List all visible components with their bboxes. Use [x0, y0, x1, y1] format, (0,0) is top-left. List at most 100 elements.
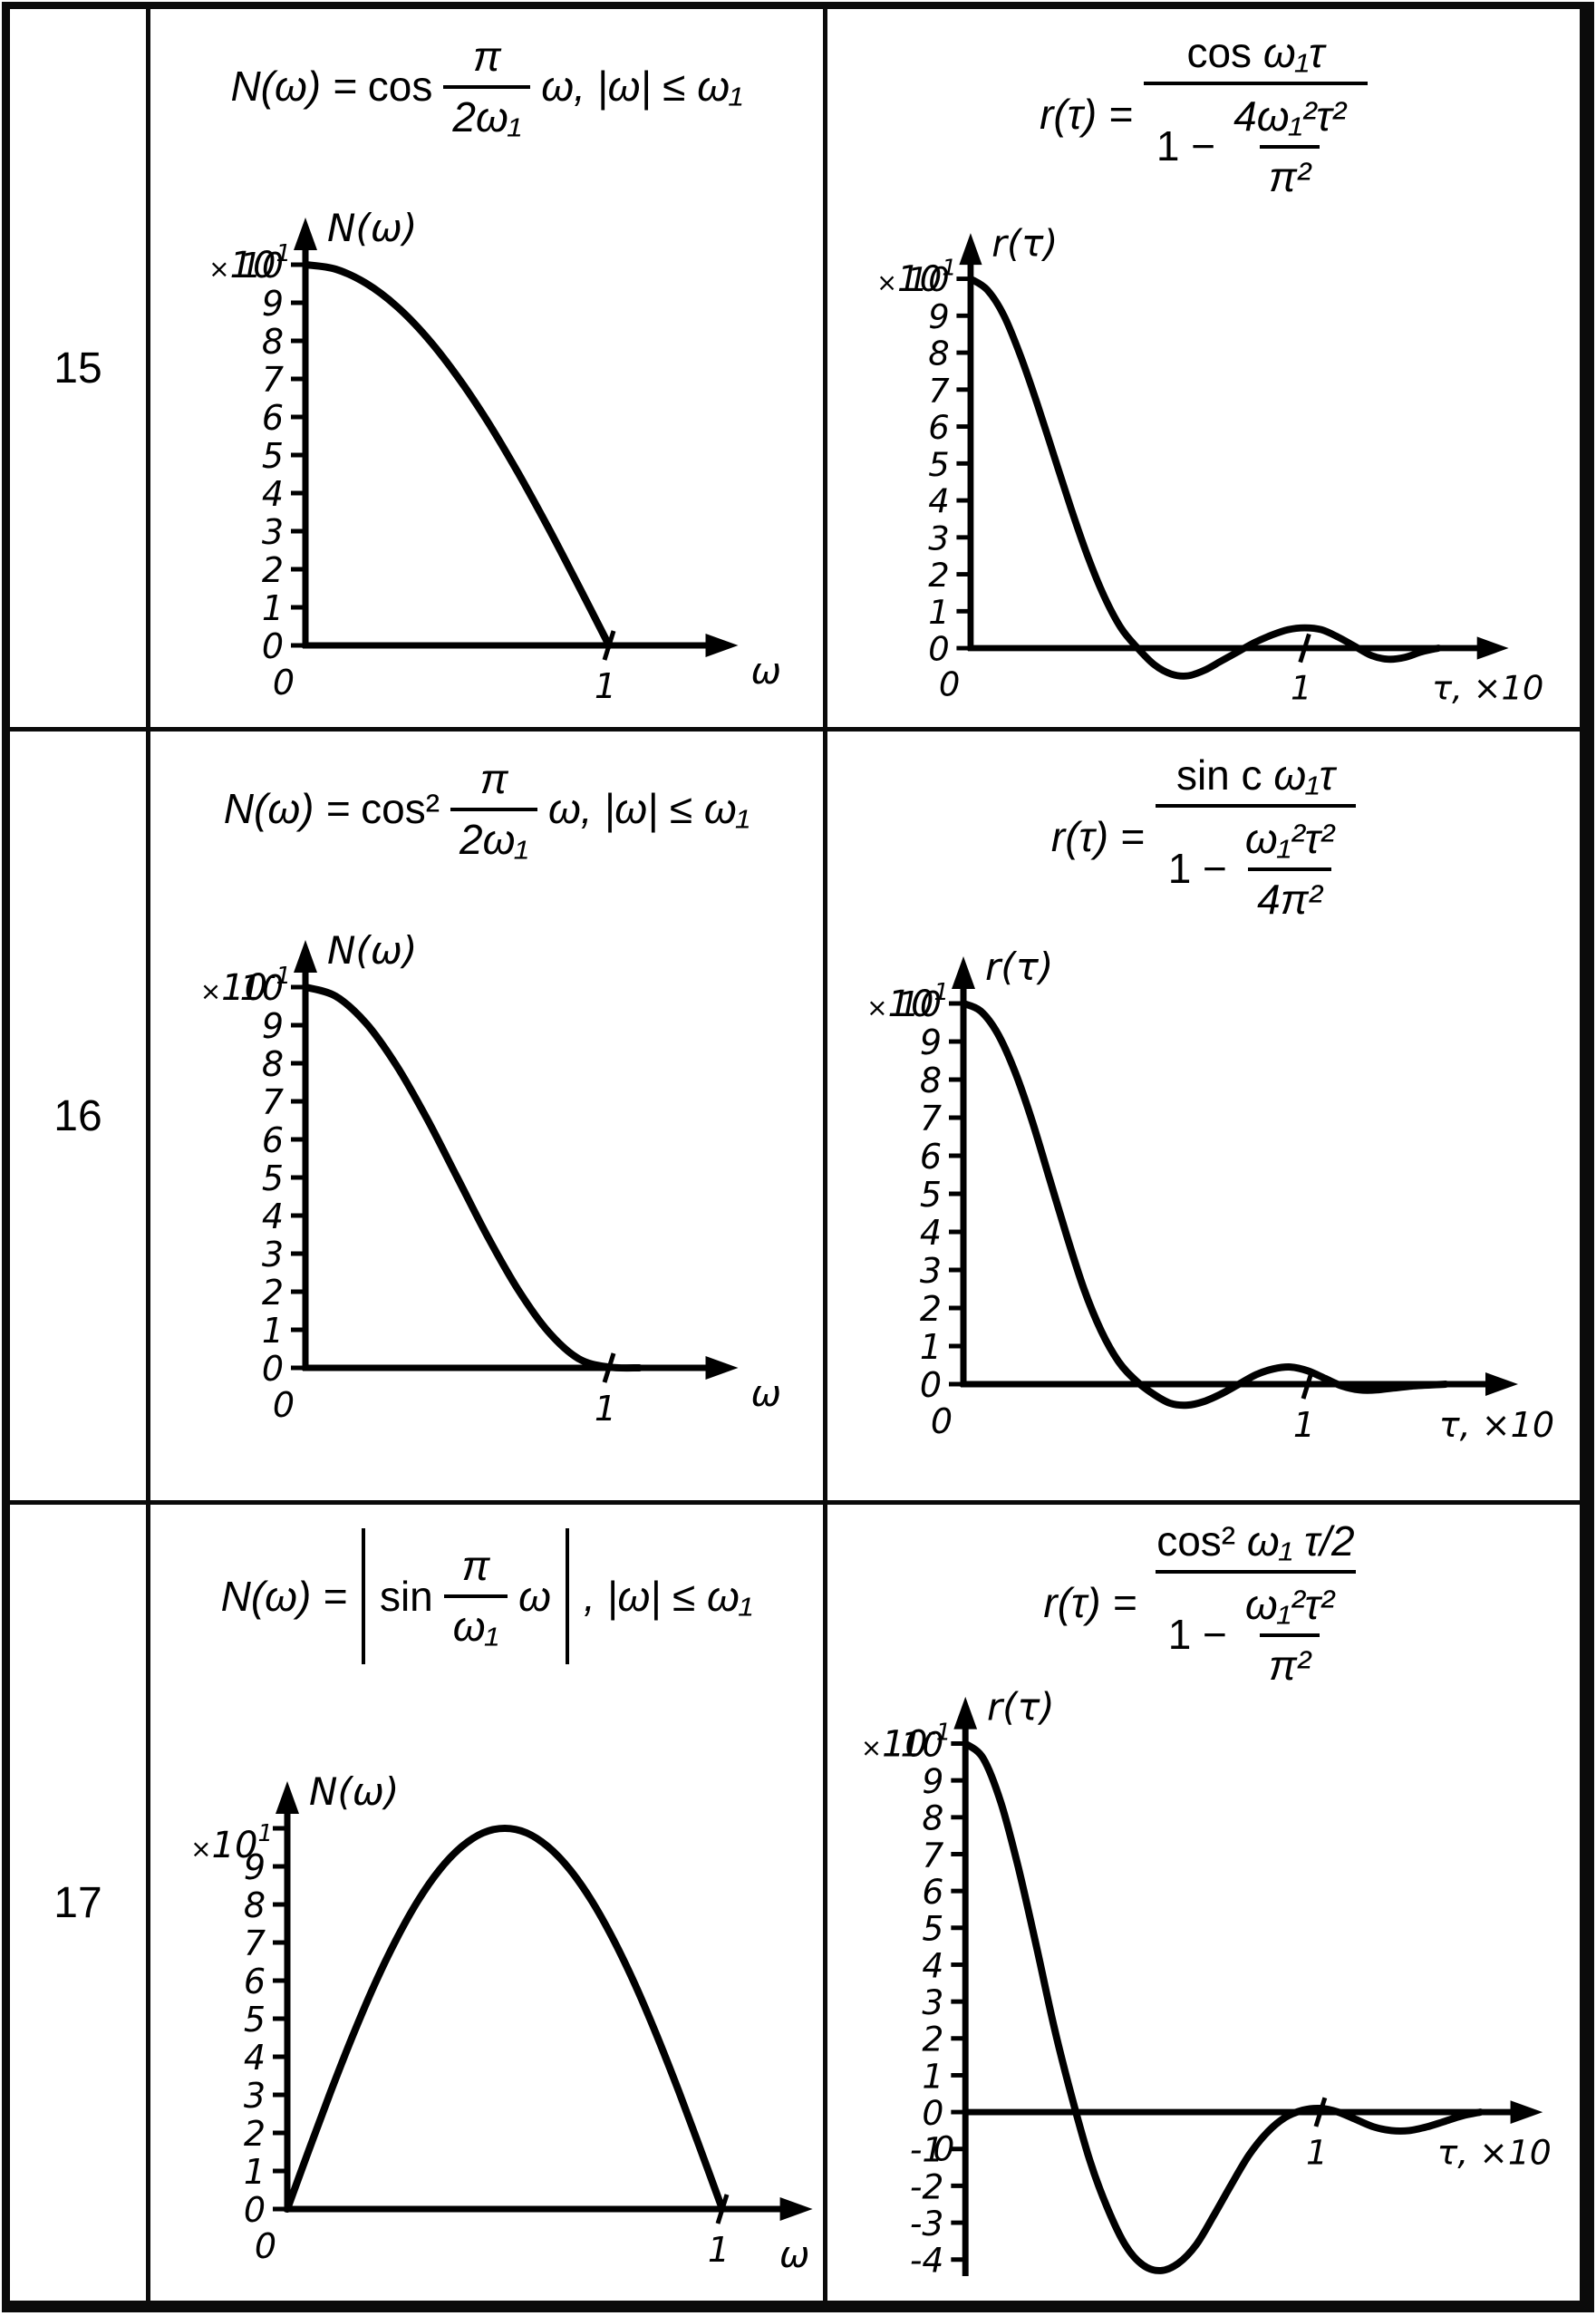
spectral-density-cell-15: N(ω) = cos π 2ω₁ ω, |ω| ≤ ω₁ 10 9 8 7 6 5 4 3 2 1…	[150, 9, 823, 727]
functions-table: 15 N(ω) = cos π 2ω₁ ω, |ω| ≤ ω₁ 10 9 8 7 6 5 4…	[10, 9, 1580, 2301]
correlation-formula: r(τ) = cos ω₁τ 1 − 4ω₁²τ² π²	[1040, 29, 1368, 201]
spectral-density-cell-16: N(ω) = cos² π 2ω₁ ω, |ω| ≤ ω₁ 10 9 8 7 6 5 4 3 2…	[150, 732, 823, 1500]
svg-text:×10-1: ×10-1	[861, 1719, 951, 1765]
svg-text:9: 9	[922, 1761, 943, 1801]
svg-text:3: 3	[928, 518, 949, 557]
svg-text:r(τ): r(τ)	[987, 1690, 1055, 1730]
svg-text:8: 8	[262, 322, 284, 362]
svg-text:τ, ×10: τ, ×10	[1439, 1405, 1554, 1445]
formula-lhs: r(τ) =	[1043, 1579, 1137, 1627]
svg-text:ω: ω	[751, 1373, 782, 1415]
svg-text:8: 8	[922, 1798, 943, 1837]
svg-text:0: 0	[273, 663, 295, 703]
svg-text:3: 3	[262, 512, 284, 552]
svg-text:2: 2	[244, 2114, 266, 2154]
correlation-cell-15: r(τ) = cos ω₁τ 1 − 4ω₁²τ² π² 10 9 8 7 6	[827, 9, 1580, 727]
svg-text:-2: -2	[910, 2166, 944, 2206]
svg-text:2: 2	[922, 2019, 943, 2059]
fraction-denominator: 2ω₁	[443, 84, 531, 141]
svg-text:ω: ω	[779, 2234, 810, 2276]
svg-text:N(ω): N(ω)	[327, 206, 417, 250]
svg-text:1: 1	[262, 1311, 284, 1351]
correlation-cell-16: r(τ) = sin c ω₁τ 1 − ω₁²τ² 4π² 10 9 8	[827, 732, 1580, 1500]
svg-text:r(τ): r(τ)	[991, 221, 1058, 265]
spectral-density-formula: N(ω) = cos π 2ω₁ ω, |ω| ≤ ω₁	[230, 33, 742, 141]
svg-text:3: 3	[262, 1235, 284, 1274]
inner-fraction: 4ω₁²τ² π²	[1233, 92, 1346, 200]
svg-text:9: 9	[262, 1006, 284, 1046]
svg-text:×101: ×101	[866, 979, 949, 1025]
svg-text:8: 8	[244, 1885, 266, 1925]
svg-text:6: 6	[262, 398, 284, 438]
svg-text:8: 8	[262, 1044, 284, 1084]
main-numerator: cos² ω₁ τ/2	[1156, 1517, 1355, 1565]
inner-fraction: ω₁²τ² 4π²	[1244, 814, 1335, 923]
fraction-denominator: 2ω₁	[450, 807, 537, 864]
svg-text:5: 5	[262, 1158, 284, 1198]
row-number: 15	[53, 344, 102, 392]
svg-text:0: 0	[273, 1385, 295, 1425]
formula-lhs: N(ω) =	[230, 63, 357, 111]
svg-text:4: 4	[922, 1945, 943, 1985]
svg-text:1: 1	[1291, 668, 1311, 707]
main-fraction: cos ω₁τ 1 − 4ω₁²τ² π²	[1143, 29, 1368, 201]
svg-text:7: 7	[928, 371, 950, 410]
svg-text:9: 9	[920, 1022, 942, 1062]
formula-function: cos²	[361, 785, 440, 833]
abs-bar	[361, 1528, 365, 1664]
svg-text:-3: -3	[910, 2204, 944, 2243]
spectral-density-formula: N(ω) = sin π ω₁ ω , |ω| ≤ ω₁	[220, 1528, 753, 1664]
formula-lhs: N(ω) =	[220, 1572, 347, 1620]
svg-text:5: 5	[922, 1908, 943, 1948]
formula-lhs: r(τ) =	[1050, 813, 1145, 861]
fraction: π ω₁	[443, 1542, 508, 1651]
svg-text:7: 7	[922, 1835, 943, 1875]
svg-text:6: 6	[244, 1962, 266, 2001]
main-numerator: sin c ω₁τ	[1175, 751, 1335, 799]
svg-text:τ, ×10: τ, ×10	[1432, 668, 1543, 707]
svg-text:10: 10	[907, 260, 950, 299]
svg-text:1: 1	[262, 588, 284, 628]
svg-text:2: 2	[928, 556, 949, 595]
main-fraction: cos² ω₁ τ/2 1 − ω₁²τ² π²	[1147, 1517, 1363, 1690]
formula-lhs: r(τ) =	[1040, 91, 1133, 139]
formula-argument: ω	[518, 1572, 551, 1620]
svg-text:0: 0	[939, 664, 960, 703]
svg-text:×101: ×101	[190, 1820, 273, 1866]
svg-text:0: 0	[922, 2093, 943, 2133]
fraction-denominator: ω₁	[443, 1594, 508, 1651]
main-denominator: 1 − ω₁²τ² 4π²	[1155, 803, 1357, 924]
svg-text:1: 1	[1293, 1405, 1315, 1445]
svg-text:N(ω): N(ω)	[327, 928, 417, 973]
svg-text:10: 10	[898, 984, 942, 1024]
correlation-cell-17: r(τ) = cos² ω₁ τ/2 1 − ω₁²τ² π² 10 9	[827, 1505, 1580, 2301]
svg-text:9: 9	[928, 297, 949, 336]
fraction-numerator: π	[479, 755, 508, 802]
svg-text:7: 7	[920, 1099, 942, 1139]
svg-text:1: 1	[708, 2230, 730, 2270]
formula-condition: , |ω| ≤ ω₁	[583, 1572, 753, 1620]
svg-text:3: 3	[922, 1982, 943, 2022]
svg-text:6: 6	[262, 1120, 284, 1160]
formula-lhs: N(ω) =	[223, 785, 351, 833]
svg-text:5: 5	[920, 1175, 942, 1215]
fraction: π 2ω₁	[443, 33, 531, 141]
svg-text:6: 6	[920, 1137, 942, 1177]
fraction-numerator: π	[461, 1542, 490, 1590]
fraction-numerator: π	[472, 33, 501, 80]
svg-text:4: 4	[928, 481, 949, 520]
svg-text:2: 2	[920, 1289, 942, 1329]
svg-text:0: 0	[244, 2190, 266, 2230]
svg-text:3: 3	[920, 1251, 942, 1291]
svg-text:4: 4	[920, 1213, 942, 1253]
svg-text:0: 0	[933, 2128, 954, 2168]
svg-text:5: 5	[262, 436, 284, 476]
svg-text:τ, ×10: τ, ×10	[1437, 2132, 1552, 2172]
svg-text:1: 1	[595, 1389, 616, 1429]
main-numerator: cos ω₁τ	[1186, 29, 1325, 76]
